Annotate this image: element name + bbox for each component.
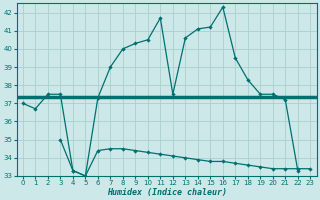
X-axis label: Humidex (Indice chaleur): Humidex (Indice chaleur) bbox=[107, 188, 227, 197]
